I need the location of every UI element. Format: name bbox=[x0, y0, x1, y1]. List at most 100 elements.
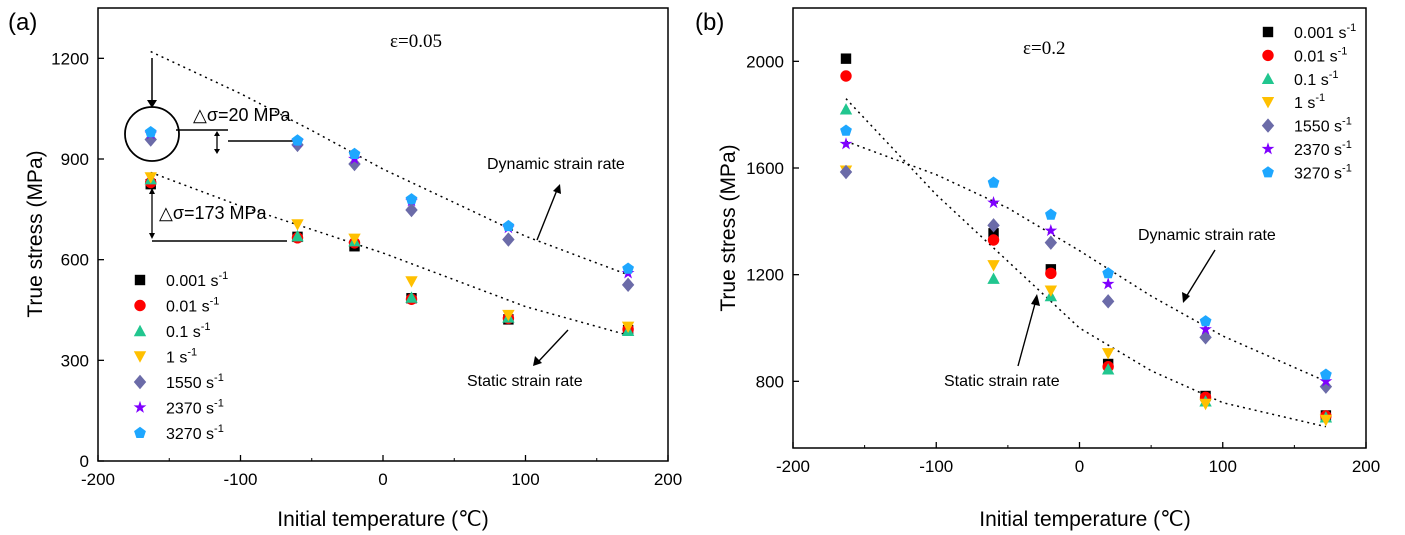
legend-marker-star bbox=[1261, 142, 1275, 155]
data-point-triangle-down bbox=[502, 309, 515, 322]
trend-line-static bbox=[845, 98, 1327, 428]
data-point-pentagon bbox=[144, 126, 157, 138]
panel-a: (a) Initial temperature (℃) True stress … bbox=[8, 7, 682, 531]
legend-exponent: -1 bbox=[187, 347, 197, 359]
legend-exponent: -1 bbox=[201, 321, 211, 333]
data-point-triangle-down bbox=[348, 233, 361, 246]
data-point-pentagon bbox=[291, 134, 304, 146]
data-point-pentagon bbox=[348, 147, 361, 159]
legend-label: 2370 s-1 bbox=[166, 398, 224, 418]
legend-marker-diamond bbox=[1261, 118, 1275, 133]
legend-label: 1550 s-1 bbox=[166, 372, 224, 392]
legend-label: 0.1 s-1 bbox=[166, 321, 210, 341]
legend-label: 3270 s-1 bbox=[1294, 162, 1352, 182]
data-point-diamond bbox=[405, 202, 418, 218]
y-axis-title-a: True stress (MPa) bbox=[24, 150, 47, 317]
y-tick-label: 600 bbox=[61, 251, 89, 270]
x-tick-label: 200 bbox=[1352, 457, 1380, 476]
data-point-diamond bbox=[348, 156, 361, 172]
x-axis-title-b: Initial temperature (℃) bbox=[979, 508, 1191, 531]
legend-exponent: -1 bbox=[214, 423, 224, 435]
data-point-triangle-down bbox=[144, 172, 157, 184]
data-point-square bbox=[840, 53, 852, 64]
legend-marker-triangle-up bbox=[1261, 72, 1275, 84]
panel-label-b: (b) bbox=[695, 9, 724, 36]
plot-frame-b bbox=[792, 7, 1367, 449]
data-point-pentagon bbox=[987, 176, 1000, 188]
legend-exponent: -1 bbox=[214, 372, 224, 384]
data-point-diamond bbox=[1044, 235, 1058, 250]
legend-marker-square bbox=[1262, 26, 1274, 38]
legend-marker-circle bbox=[134, 299, 146, 312]
x-tick-label: -200 bbox=[776, 457, 810, 476]
annot-dbl-arrow-20-up bbox=[214, 131, 220, 136]
data-point-triangle-up bbox=[405, 291, 418, 303]
dynamic-rate-arrow-a bbox=[536, 189, 558, 241]
legend-marker-pentagon bbox=[134, 426, 146, 438]
x-tick-label: 0 bbox=[378, 470, 387, 489]
legend-marker-triangle-down bbox=[133, 351, 147, 363]
x-axis-title-a: Initial temperature (℃) bbox=[277, 508, 489, 531]
legend-label: 0.001 s-1 bbox=[166, 270, 228, 290]
legend-exponent: -1 bbox=[210, 296, 220, 308]
data-point-triangle-up bbox=[839, 103, 853, 115]
data-point-diamond bbox=[1199, 330, 1212, 345]
legend-label: 2370 s-1 bbox=[1294, 139, 1352, 159]
dynamic-rate-label-b: Dynamic strain rate bbox=[1138, 227, 1276, 244]
data-point-triangle-down bbox=[621, 321, 635, 333]
legend-marker-circle bbox=[1262, 49, 1274, 62]
legend-exponent: -1 bbox=[214, 398, 224, 410]
data-point-triangle-down bbox=[1044, 285, 1058, 297]
data-point-triangle-down bbox=[1199, 398, 1212, 411]
x-tick-label: 100 bbox=[1209, 457, 1237, 476]
legend-exponent: -1 bbox=[1342, 162, 1352, 174]
x-tick-label: -100 bbox=[919, 457, 953, 476]
data-point-circle bbox=[840, 70, 852, 82]
panel-b: (b) Initial temperature (℃) True stress … bbox=[695, 7, 1380, 531]
strain-label-b: ε=0.2 bbox=[1023, 38, 1065, 59]
legend-exponent: -1 bbox=[1329, 69, 1339, 81]
x-tick-label: 100 bbox=[511, 470, 539, 489]
y-tick-label: 800 bbox=[756, 372, 784, 391]
static-rate-arrow-a bbox=[537, 329, 569, 363]
data-point-diamond bbox=[1101, 294, 1115, 309]
annot-dbl-arrow-20-down bbox=[214, 149, 220, 154]
y-tick-label: 300 bbox=[61, 351, 89, 370]
data-point-diamond bbox=[621, 277, 635, 293]
data-point-star bbox=[1319, 374, 1333, 387]
data-point-pentagon bbox=[622, 262, 634, 274]
dynamic-rate-arrow-b bbox=[1185, 249, 1216, 298]
legend-marker-square bbox=[134, 274, 146, 286]
data-point-diamond bbox=[502, 232, 515, 247]
legend-label: 3270 s-1 bbox=[166, 423, 224, 443]
legend-exponent: -1 bbox=[1346, 22, 1356, 34]
delta-sigma-20-label: △σ=20 MPa bbox=[193, 105, 291, 125]
data-point-pentagon bbox=[1320, 368, 1332, 380]
dynamic-rate-arrowhead-a bbox=[553, 184, 561, 194]
static-rate-arrowhead-a bbox=[533, 356, 542, 366]
dynamic-rate-label-a: Dynamic strain rate bbox=[487, 156, 625, 173]
data-point-triangle-down bbox=[405, 276, 418, 288]
dynamic-rate-arrowhead-b bbox=[1182, 292, 1190, 303]
static-rate-arrow-b bbox=[1017, 299, 1037, 367]
plot-frame-a bbox=[97, 7, 669, 462]
x-tick-label: -200 bbox=[81, 470, 115, 489]
y-tick-label: 0 bbox=[80, 452, 89, 471]
data-point-triangle-down bbox=[1101, 348, 1115, 360]
annot-arrow-head bbox=[147, 100, 157, 108]
x-tick-label: 200 bbox=[654, 470, 682, 489]
data-point-triangle-up bbox=[1101, 363, 1115, 375]
data-point-triangle-up bbox=[987, 272, 1000, 284]
y-tick-label: 1600 bbox=[746, 159, 784, 178]
legend-marker-triangle-down bbox=[1261, 97, 1275, 109]
legend-marker-triangle-up bbox=[133, 324, 147, 337]
data-point-diamond bbox=[1319, 379, 1333, 394]
legend-marker-pentagon bbox=[1262, 166, 1274, 178]
legend-marker-diamond bbox=[133, 374, 147, 390]
data-point-star bbox=[1044, 224, 1058, 237]
data-point-pentagon bbox=[1102, 267, 1114, 279]
legend-label: 1 s-1 bbox=[1294, 92, 1325, 112]
x-tick-label: 0 bbox=[1075, 457, 1084, 476]
static-rate-label-b: Static strain rate bbox=[944, 373, 1060, 390]
